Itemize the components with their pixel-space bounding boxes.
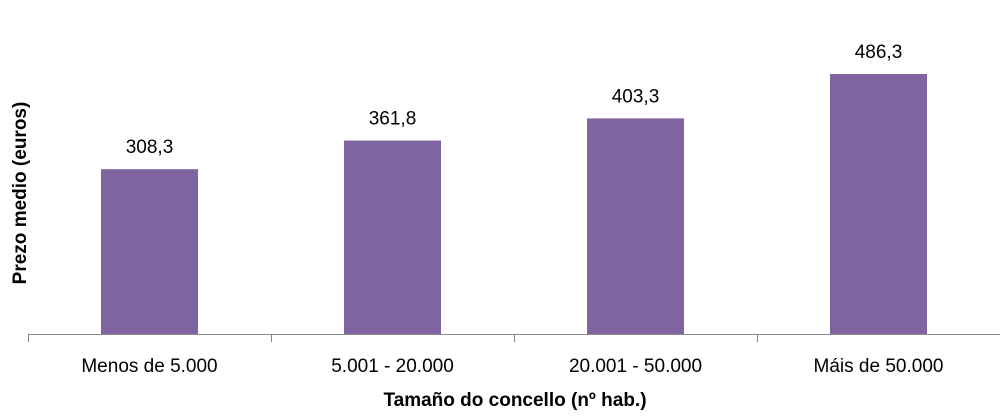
x-ticks-group <box>28 334 758 342</box>
x-tick-label: Menos de 5.000 <box>81 356 217 377</box>
value-labels-group: 308,3 361,8 403,3 486,3 <box>126 42 903 158</box>
bar <box>101 169 198 334</box>
y-axis-title: Prezo medio (euros) <box>10 102 31 285</box>
x-tick-label: Máis de 50.000 <box>814 356 944 377</box>
x-tick-label: 20.001 - 50.000 <box>569 356 702 377</box>
x-tick-labels-group: Menos de 5.000 5.001 - 20.000 20.001 - 50.… <box>81 356 943 377</box>
x-tick-label: 5.001 - 20.000 <box>331 356 454 377</box>
bar <box>344 140 441 334</box>
bar <box>830 74 927 334</box>
bar <box>587 118 684 334</box>
bar-value-label: 403,3 <box>612 86 660 107</box>
bar-value-label: 486,3 <box>855 42 903 63</box>
bar-value-label: 308,3 <box>126 137 174 158</box>
x-axis-title: Tamaño do concello (nº hab.) <box>383 390 646 411</box>
bar-value-label: 361,8 <box>369 109 417 130</box>
bars-group <box>101 74 927 334</box>
